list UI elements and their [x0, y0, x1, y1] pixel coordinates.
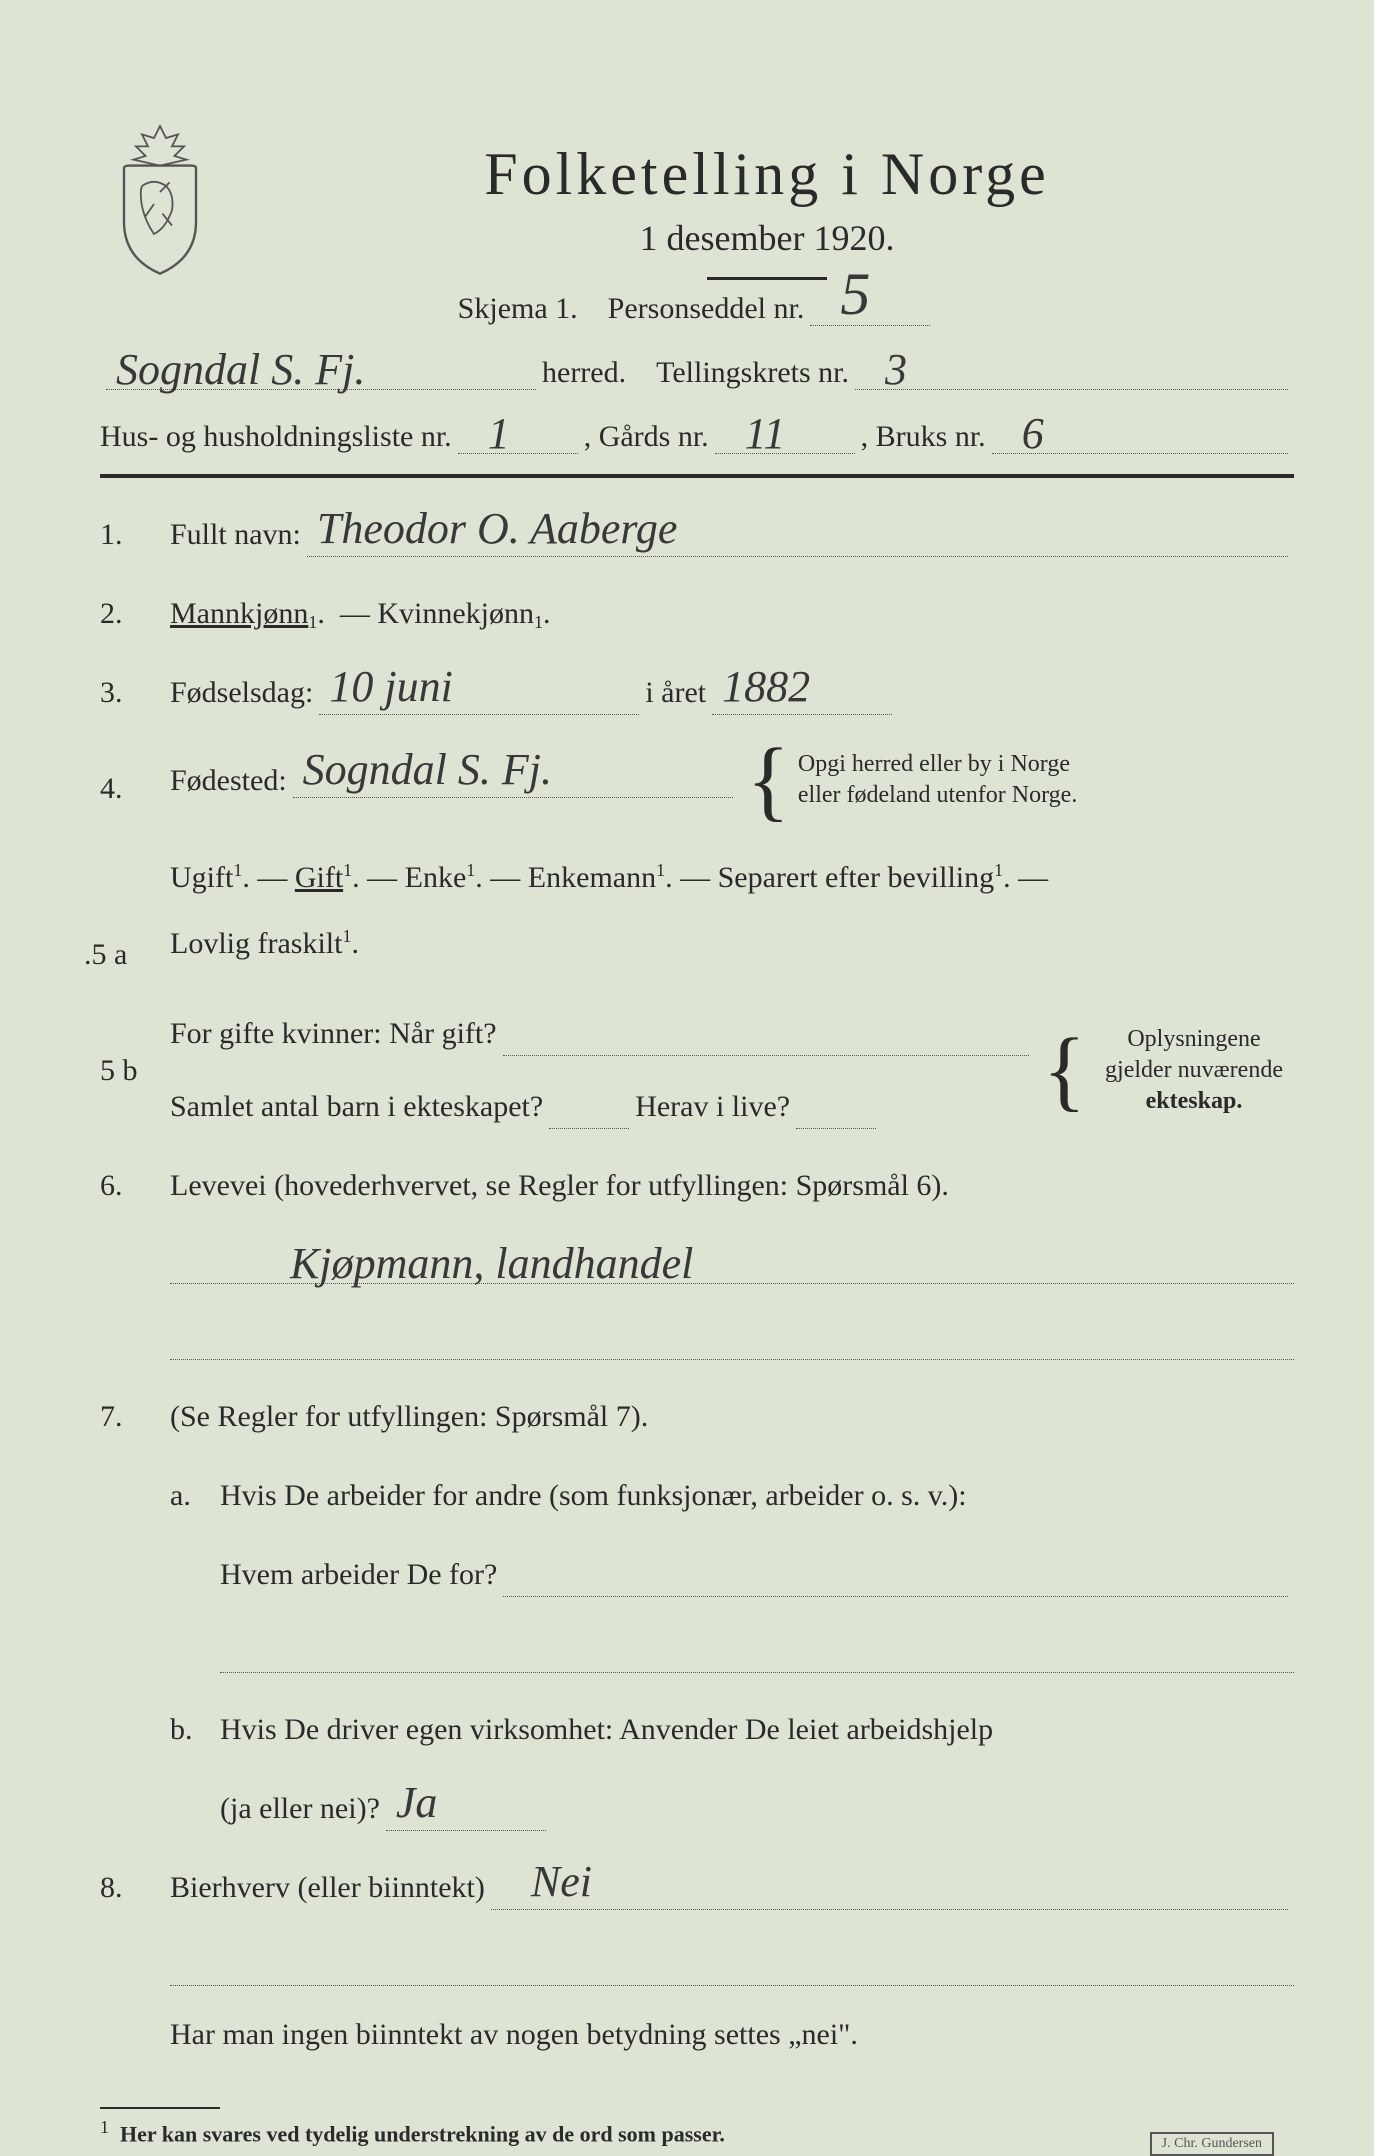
q8-line2: [170, 1950, 1294, 1986]
q5a: .5 a Ugift1. — Gift1. — Enke1. — Enkeman…: [100, 845, 1294, 977]
row-hus: Hus- og husholdningsliste nr. 1 , Gårds …: [100, 418, 1294, 454]
tellingskrets-label: Tellingskrets nr.: [656, 356, 849, 390]
q5b-num: 5 b: [100, 1048, 170, 1093]
personseddel-label: Personseddel nr.: [608, 292, 805, 326]
q5b-label3: Herav i live?: [635, 1084, 790, 1129]
main-title: Folketelling i Norge: [240, 140, 1294, 209]
gards-nr: 11: [745, 408, 786, 459]
q1-num: 1.: [100, 512, 170, 557]
skjema-label: Skjema 1.: [458, 292, 578, 326]
bruks-nr: 6: [1022, 408, 1044, 459]
q7-num: 7.: [100, 1394, 170, 1439]
q1-value: Theodor O. Aaberge: [317, 496, 678, 562]
q7b-num: b.: [170, 1707, 220, 1752]
q4: 4. Fødested: Sogndal S. Fj. { Opgi herre…: [100, 749, 1294, 811]
q8-value: Nei: [531, 1849, 592, 1915]
subtitle-date: 1 desember 1920.: [240, 217, 1294, 259]
q3-year-label: i året: [645, 670, 706, 715]
q8: 8. Bierhverv (eller biinntekt) Nei: [100, 1865, 1294, 1910]
footnote-divider: [100, 2107, 220, 2109]
header-divider: [100, 474, 1294, 478]
row-herred: Sogndal S. Fj. herred. Tellingskrets nr.…: [100, 354, 1294, 390]
q7a-line: [220, 1637, 1294, 1673]
q7b-label2: (ja eller nei)?: [220, 1786, 380, 1831]
husliste-label: Hus- og husholdningsliste nr.: [100, 420, 452, 454]
q7a-num: a.: [170, 1473, 220, 1518]
q3-label: Fødselsdag:: [170, 670, 313, 715]
brace-icon: {: [747, 758, 790, 803]
gards-label: Gårds nr.: [599, 420, 709, 454]
personseddel-nr: 5: [840, 260, 870, 329]
q3-year: 1882: [722, 654, 810, 720]
q7a-2: Hvem arbeider De for?: [220, 1552, 1294, 1597]
q3-day: 10 juni: [329, 654, 452, 720]
q3: 3. Fødselsdag: 10 juni i året 1882: [100, 670, 1294, 715]
census-form: Folketelling i Norge 1 desember 1920. Sk…: [100, 140, 1294, 2088]
q5b-note: Oplysningene gjelder nuværende ekteskap.: [1094, 1024, 1294, 1118]
row-skjema: Skjema 1. Personseddel nr. 5: [100, 290, 1294, 326]
q4-note: Opgi herred eller by i Norge eller fødel…: [798, 749, 1077, 811]
printer-stamp: J. Chr. Gundersen: [1150, 2132, 1274, 2156]
q1: 1. Fullt navn: Theodor O. Aaberge: [100, 512, 1294, 557]
q4-value: Sogndal S. Fj.: [303, 737, 552, 803]
q5b: 5 b For gifte kvinner: Når gift? Samlet …: [100, 1011, 1294, 1129]
q5b-label2: Samlet antal barn i ekteskapet?: [170, 1084, 543, 1129]
q3-num: 3.: [100, 670, 170, 715]
title-divider: [707, 277, 827, 280]
coat-of-arms-icon: [100, 120, 220, 270]
q7b: b. Hvis De driver egen virksomhet: Anven…: [170, 1707, 1294, 1752]
tellingskrets-nr: 3: [885, 344, 907, 395]
footer-note: Har man ingen biinntekt av nogen betydni…: [170, 2012, 858, 2057]
q7b-2: (ja eller nei)? Ja: [220, 1786, 1294, 1831]
title-block: Folketelling i Norge 1 desember 1920.: [240, 140, 1294, 280]
q6-line: Kjøpmann, landhandel: [170, 1248, 1294, 1284]
q6: 6. Levevei (hovederhvervet, se Regler fo…: [100, 1163, 1294, 1208]
q4-label: Fødested:: [170, 758, 287, 803]
footnote-text: 1 Her kan svares ved tydelig understrekn…: [100, 2117, 1294, 2147]
q7b-label: Hvis De driver egen virksomhet: Anvender…: [220, 1707, 993, 1752]
brace-icon: {: [1043, 1048, 1086, 1093]
q7b-value: Ja: [396, 1770, 438, 1836]
q6-label: Levevei (hovederhvervet, se Regler for u…: [170, 1169, 949, 1202]
q5b-label1: For gifte kvinner: Når gift?: [170, 1011, 497, 1056]
q2: 2. Mannkjønn1 . — Kvinnekjønn1.: [100, 591, 1294, 636]
q8-num: 8.: [100, 1865, 170, 1910]
q6-value: Kjøpmann, landhandel: [290, 1238, 693, 1289]
q2-num: 2.: [100, 591, 170, 636]
q7a-label2: Hvem arbeider De for?: [220, 1552, 497, 1597]
q7a: a. Hvis De arbeider for andre (som funks…: [170, 1473, 1294, 1518]
herred-value: Sogndal S. Fj.: [116, 344, 365, 395]
crest-svg: [100, 120, 220, 276]
husliste-nr: 1: [488, 408, 510, 459]
q7-label: (Se Regler for utfyllingen: Spørsmål 7).: [170, 1394, 648, 1439]
q6-line2: [170, 1324, 1294, 1360]
q2-kvinne: Kvinnekjønn: [377, 591, 534, 636]
q2-mann: Mannkjønn: [170, 591, 308, 636]
bruks-label: Bruks nr.: [876, 420, 986, 454]
q1-label: Fullt navn:: [170, 512, 301, 557]
q7a-label: Hvis De arbeider for andre (som funksjon…: [220, 1473, 967, 1518]
q6-num: 6.: [100, 1163, 170, 1208]
footer-note-row: Har man ingen biinntekt av nogen betydni…: [170, 2012, 1294, 2057]
herred-label: herred.: [542, 356, 626, 390]
q4-num: 4.: [100, 766, 170, 811]
q5a-gift: Gift: [295, 861, 343, 894]
form-header: Folketelling i Norge 1 desember 1920.: [100, 140, 1294, 280]
q8-label: Bierhverv (eller biinntekt): [170, 1865, 485, 1910]
q5a-num: .5 a: [84, 932, 170, 977]
footnote-block: 1 Her kan svares ved tydelig understrekn…: [100, 2107, 1294, 2147]
q7: 7. (Se Regler for utfyllingen: Spørsmål …: [100, 1394, 1294, 1439]
